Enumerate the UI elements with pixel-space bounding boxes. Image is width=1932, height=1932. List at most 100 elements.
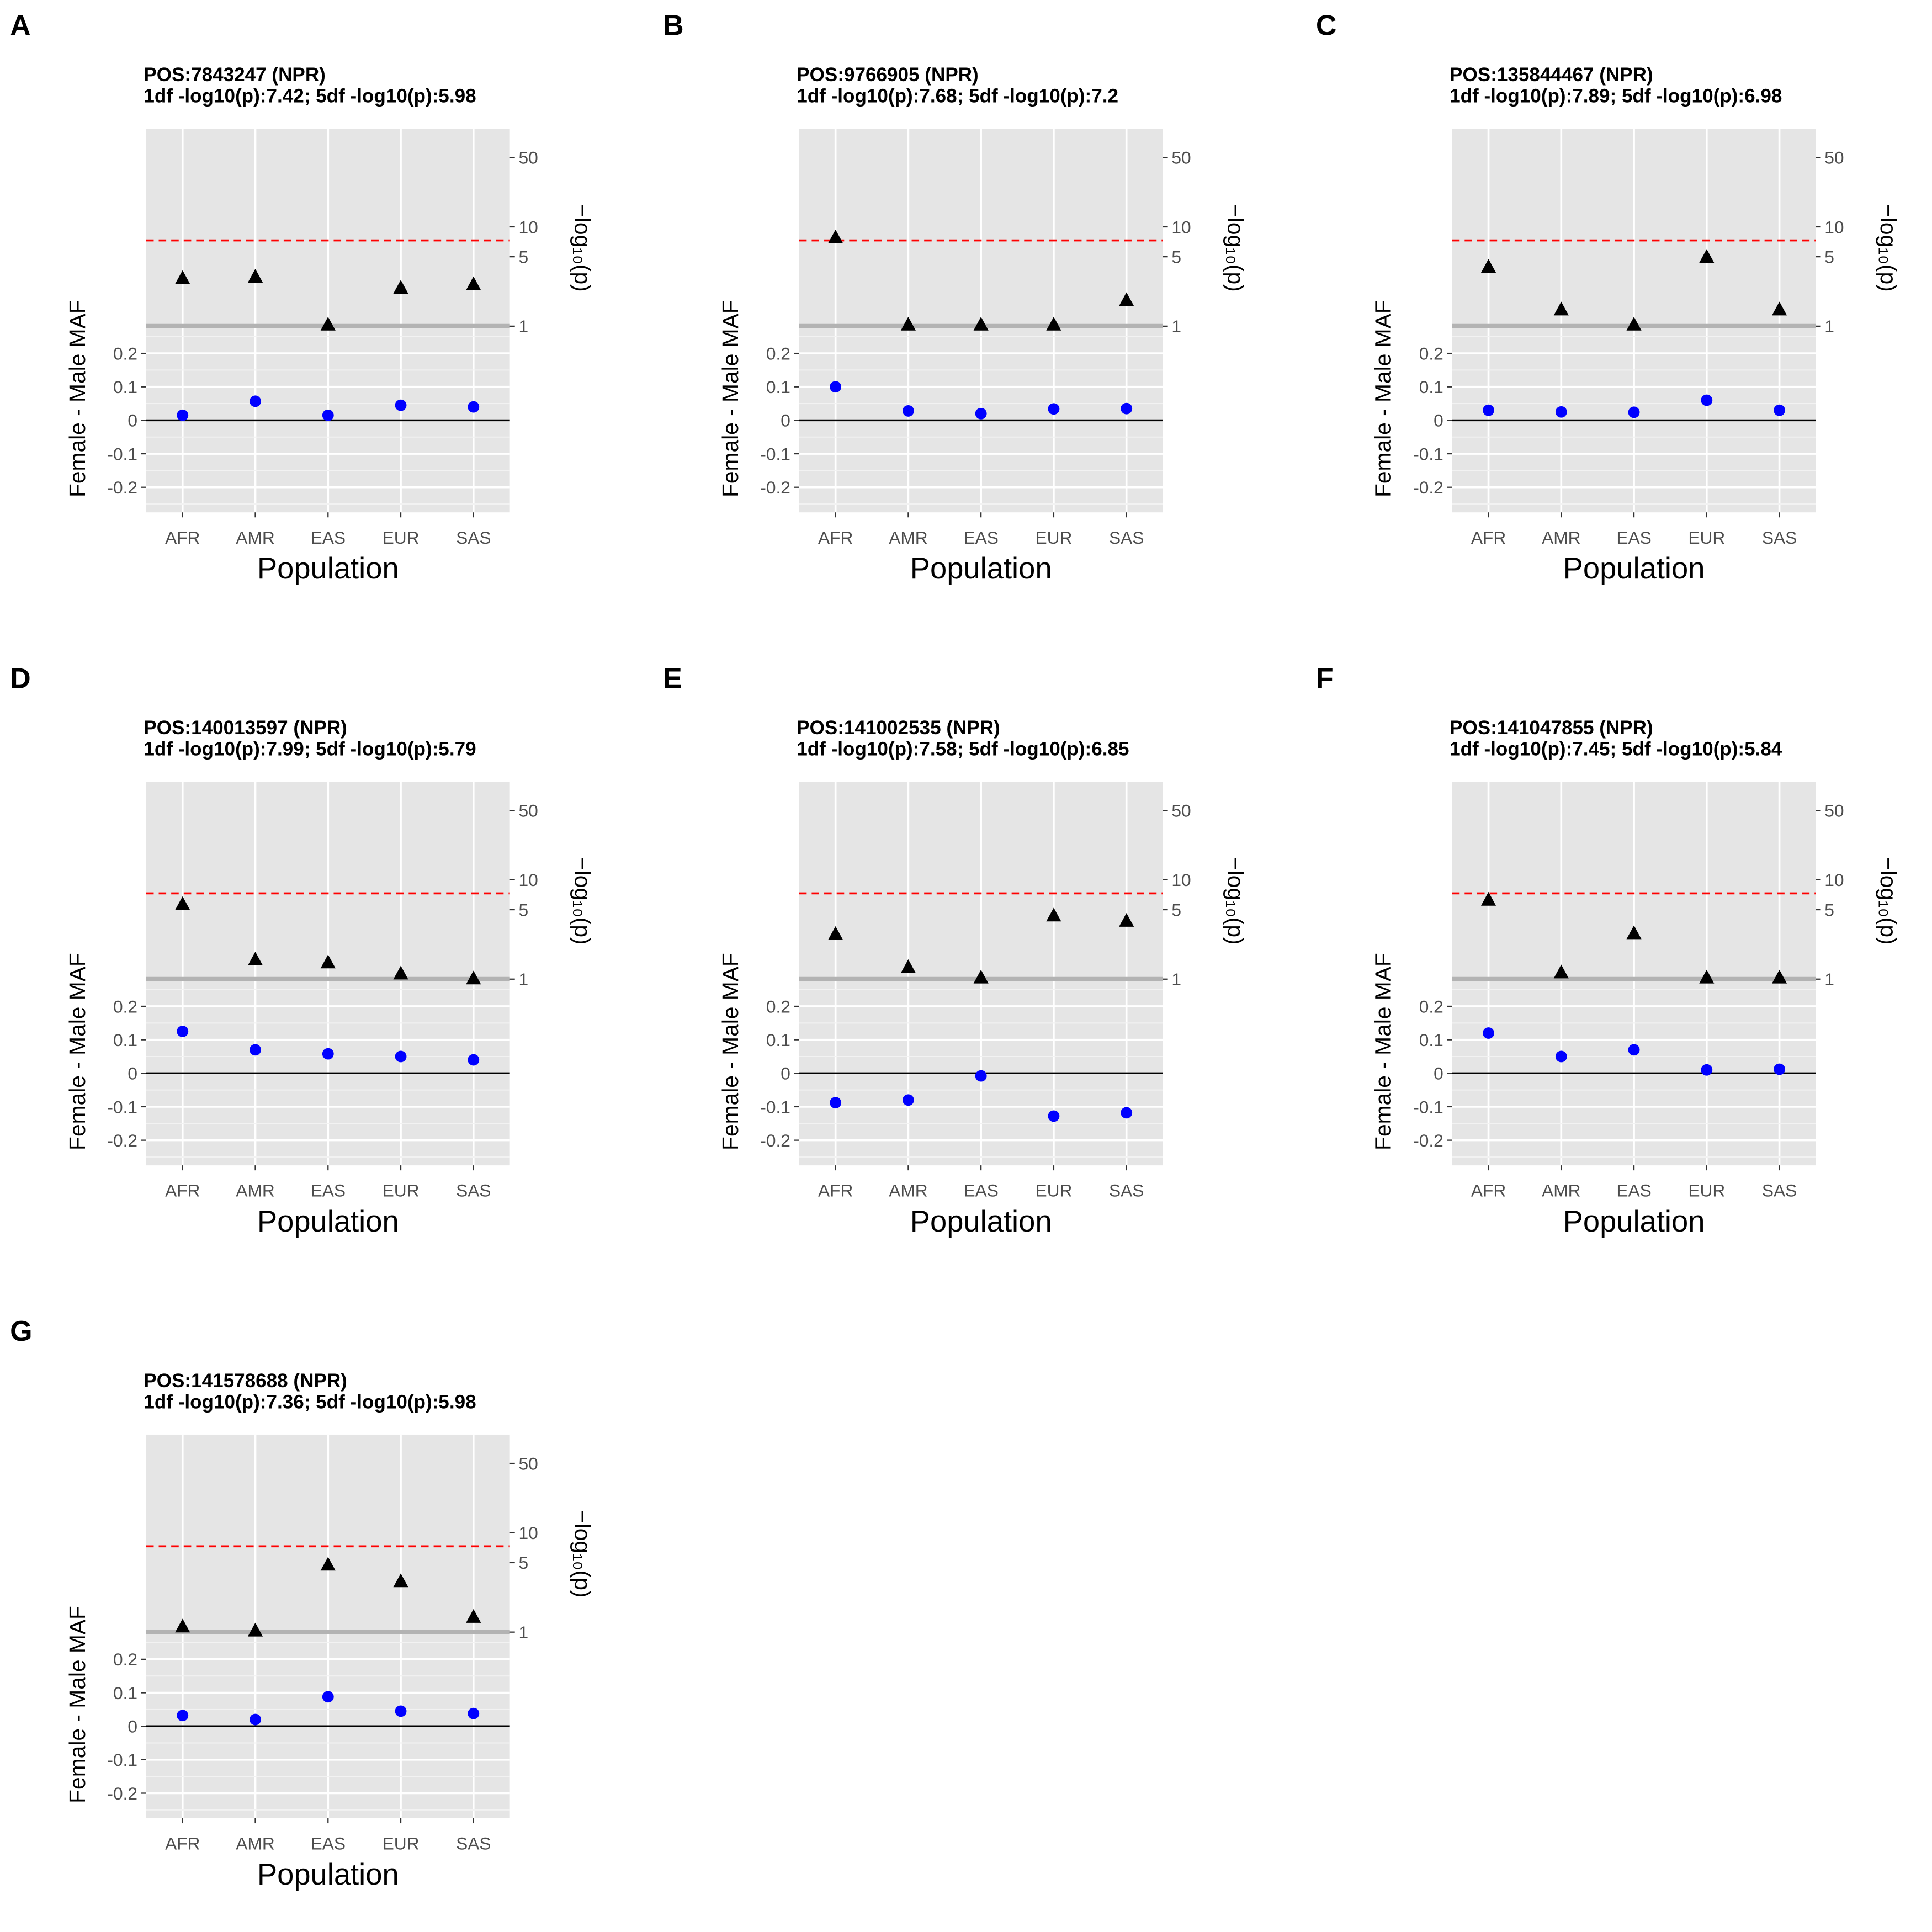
x-axis-title: Population xyxy=(1563,1204,1705,1238)
x-tick-label-amr: AMR xyxy=(1542,528,1580,548)
y-axis-title: Female - Male MAF xyxy=(718,300,743,497)
x-tick-label-sas: SAS xyxy=(456,1834,491,1854)
y2-tick-label: 1 xyxy=(519,1622,529,1642)
pvalue-point-sas xyxy=(1119,913,1134,927)
pvalue-point-eas xyxy=(320,954,336,969)
pvalue-point-eas xyxy=(320,1557,336,1571)
maf-point-afr xyxy=(177,1710,189,1722)
panel-d: D POS:140013597 (NPR)1df -log10(p):7.99; … xyxy=(10,662,595,1238)
y2-tick-label: 10 xyxy=(519,870,538,890)
pvalue-point-sas xyxy=(466,276,481,290)
plot-title-pvalues: 1df -log10(p):7.89; 5df -log10(p):6.98 xyxy=(1450,86,1782,107)
y2-tick-label: 1 xyxy=(519,316,529,336)
x-tick-label-eur: EUR xyxy=(383,1181,420,1201)
maf-point-eur xyxy=(395,399,407,411)
x-axis-title: Population xyxy=(910,551,1052,585)
x-tick-label-eur: EUR xyxy=(1688,528,1725,548)
plot-title-position: POS:141578688 (NPR) xyxy=(144,1370,347,1392)
maf-point-sas xyxy=(1774,404,1785,416)
y-tick-label: -0.2 xyxy=(107,1784,137,1803)
y2-tick-label: 10 xyxy=(519,217,538,237)
pvalue-point-amr xyxy=(900,959,916,973)
x-tick-label-afr: AFR xyxy=(1471,1181,1506,1201)
maf-point-amr xyxy=(250,395,261,407)
y2-tick-label: 10 xyxy=(1824,870,1844,890)
y2-tick-label: 50 xyxy=(519,1453,538,1473)
pvalue-point-eas xyxy=(320,316,336,331)
y2-tick-label: 50 xyxy=(1824,148,1844,168)
pvalue-point-eas xyxy=(1626,316,1642,331)
x-tick-label-eas: EAS xyxy=(311,1834,346,1854)
panel-a: A POS:7843247 (NPR)1df -log10(p):7.42; 5d… xyxy=(10,9,595,585)
y-tick-label: 0.1 xyxy=(113,1030,137,1050)
y-axis-title: Female - Male MAF xyxy=(1371,953,1396,1150)
maf-point-eur xyxy=(1701,1064,1713,1076)
y-tick-label: 0.2 xyxy=(113,996,137,1016)
y-tick-label: -0.1 xyxy=(107,1097,137,1117)
y2-tick-label: 50 xyxy=(1171,800,1191,820)
panel-f: F POS:141047855 (NPR)1df -log10(p):7.45; … xyxy=(1316,662,1901,1238)
pvalue-point-amr xyxy=(247,1622,263,1637)
y-tick-label: -0.2 xyxy=(1413,477,1443,497)
y-tick-label: 0.1 xyxy=(766,377,790,397)
y2-tick-label: 5 xyxy=(1171,247,1181,267)
y-tick-label: 0.2 xyxy=(113,343,137,363)
pvalue-point-amr xyxy=(900,316,916,331)
plot-title-position: POS:140013597 (NPR) xyxy=(144,717,347,739)
y-tick-label: -0.2 xyxy=(1413,1130,1443,1150)
y-tick-label: 0.2 xyxy=(1419,343,1443,363)
plot-title-position: POS:141002535 (NPR) xyxy=(797,717,1000,739)
pvalue-point-eur xyxy=(1046,316,1061,331)
x-tick-label-afr: AFR xyxy=(818,528,853,548)
plot-title-pvalues: 1df -log10(p):7.58; 5df -log10(p):6.85 xyxy=(797,739,1129,760)
maf-point-eur xyxy=(395,1050,407,1063)
maf-point-afr xyxy=(830,381,842,393)
maf-point-sas xyxy=(468,401,480,413)
y-tick-label: 0 xyxy=(128,411,137,431)
maf-point-eur xyxy=(395,1705,407,1717)
x-tick-label-amr: AMR xyxy=(889,528,927,548)
y-tick-label: -0.2 xyxy=(760,1130,790,1150)
pvalue-point-sas xyxy=(1119,292,1134,306)
x-tick-label-afr: AFR xyxy=(165,1181,200,1201)
plot-title-position: POS:135844467 (NPR) xyxy=(1450,64,1653,86)
pvalue-point-amr xyxy=(247,269,263,283)
panel-letter: D xyxy=(10,662,31,694)
x-tick-label-sas: SAS xyxy=(1762,528,1797,548)
x-tick-label-sas: SAS xyxy=(1762,1181,1797,1201)
x-tick-label-afr: AFR xyxy=(1471,528,1506,548)
y-tick-label: -0.1 xyxy=(760,1097,790,1117)
pvalue-point-eas xyxy=(1626,925,1642,940)
y-axis-title: Female - Male MAF xyxy=(718,953,743,1150)
pvalue-point-afr xyxy=(1480,891,1496,906)
maf-point-afr xyxy=(177,1026,189,1037)
panel-letter: B xyxy=(663,9,684,41)
panel-g: G POS:141578688 (NPR)1df -log10(p):7.36; … xyxy=(10,1315,595,1891)
pvalue-point-eas xyxy=(973,969,989,984)
maf-point-amr xyxy=(250,1044,261,1056)
maf-point-eas xyxy=(322,1048,334,1060)
y-tick-label: 0 xyxy=(781,1064,790,1084)
plot-title-pvalues: 1df -log10(p):7.36; 5df -log10(p):5.98 xyxy=(144,1391,476,1413)
y-axis-title: Female - Male MAF xyxy=(65,953,90,1150)
x-tick-label-amr: AMR xyxy=(236,1181,274,1201)
x-tick-label-amr: AMR xyxy=(236,1834,274,1854)
plot-title-pvalues: 1df -log10(p):7.45; 5df -log10(p):5.84 xyxy=(1450,739,1782,760)
plot-title-position: POS:9766905 (NPR) xyxy=(797,64,979,86)
pvalue-point-sas xyxy=(466,1609,481,1623)
y2-tick-label: 5 xyxy=(519,1553,529,1573)
pvalue-point-amr xyxy=(1553,301,1569,316)
y-tick-label: -0.1 xyxy=(760,444,790,464)
pvalue-point-eur xyxy=(393,1573,408,1588)
x-axis-title: Population xyxy=(257,1204,399,1238)
x-axis-title: Population xyxy=(1563,551,1705,585)
x-tick-label-sas: SAS xyxy=(1109,528,1144,548)
pvalue-point-eur xyxy=(1699,249,1715,263)
y2-tick-label: 1 xyxy=(519,969,529,989)
y-tick-label: 0 xyxy=(128,1064,137,1084)
maf-point-afr xyxy=(177,409,189,421)
y2-tick-label: 10 xyxy=(1824,217,1844,237)
y2-tick-label: 50 xyxy=(1171,148,1191,168)
pvalue-point-afr xyxy=(175,270,190,284)
